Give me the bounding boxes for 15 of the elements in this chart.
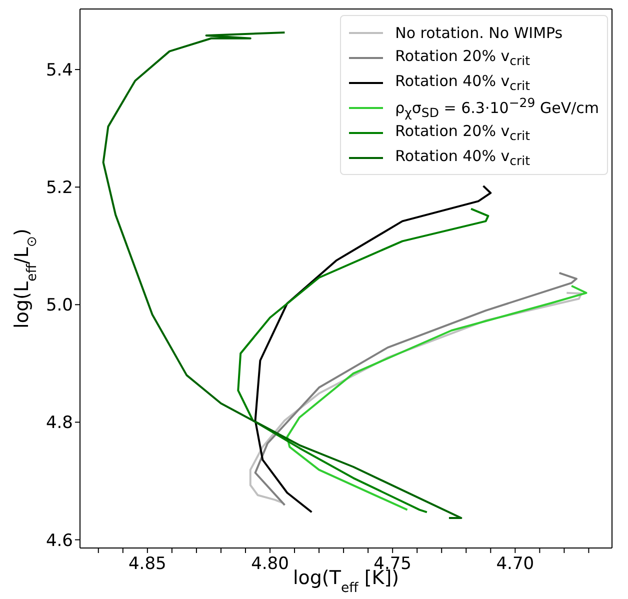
y-tick-label: 5.0	[46, 296, 73, 316]
y-tick-label: 5.4	[46, 60, 73, 81]
legend-label: ρ$_{χ}$σ$_{SD}$ = 6.3·10$^{−29}$ GeV/cm	[395, 95, 599, 120]
legend-label: Rotation 40% v$_{crit}$	[395, 147, 530, 168]
legend-label: Rotation 20% v$_{crit}$	[395, 47, 530, 68]
y-tick-label: 4.8	[46, 413, 73, 434]
legend-label: No rotation. No WIMPs	[395, 24, 563, 42]
x-tick-label: 4.85	[128, 554, 166, 574]
y-tick-label: 5.2	[46, 178, 73, 198]
legend-label: Rotation 40% v$_{crit}$	[395, 72, 530, 93]
x-tick-label: 4.80	[251, 554, 289, 574]
y-tick-label: 4.6	[46, 530, 73, 551]
x-tick-label: 4.70	[496, 554, 534, 574]
legend-label: Rotation 20% v$_{crit}$	[395, 122, 530, 143]
line-series	[286, 284, 588, 511]
